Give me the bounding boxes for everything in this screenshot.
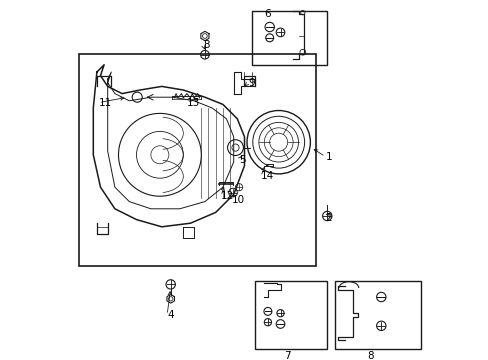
Text: 11: 11 xyxy=(99,98,112,108)
Bar xyxy=(334,281,420,349)
Text: 7: 7 xyxy=(284,351,290,360)
Text: 6: 6 xyxy=(264,9,270,19)
Bar xyxy=(251,11,326,65)
Text: 2: 2 xyxy=(325,213,331,223)
Text: 14: 14 xyxy=(260,171,273,181)
Text: 4: 4 xyxy=(167,310,173,320)
Bar xyxy=(255,281,326,349)
Bar xyxy=(79,54,316,266)
Text: 1: 1 xyxy=(325,152,331,162)
Text: 13: 13 xyxy=(186,98,200,108)
Text: 12: 12 xyxy=(221,191,234,201)
Text: 10: 10 xyxy=(231,195,244,205)
Text: 5: 5 xyxy=(239,155,245,165)
Text: 3: 3 xyxy=(203,40,209,50)
Text: 9: 9 xyxy=(247,78,254,88)
Text: 8: 8 xyxy=(366,351,373,360)
